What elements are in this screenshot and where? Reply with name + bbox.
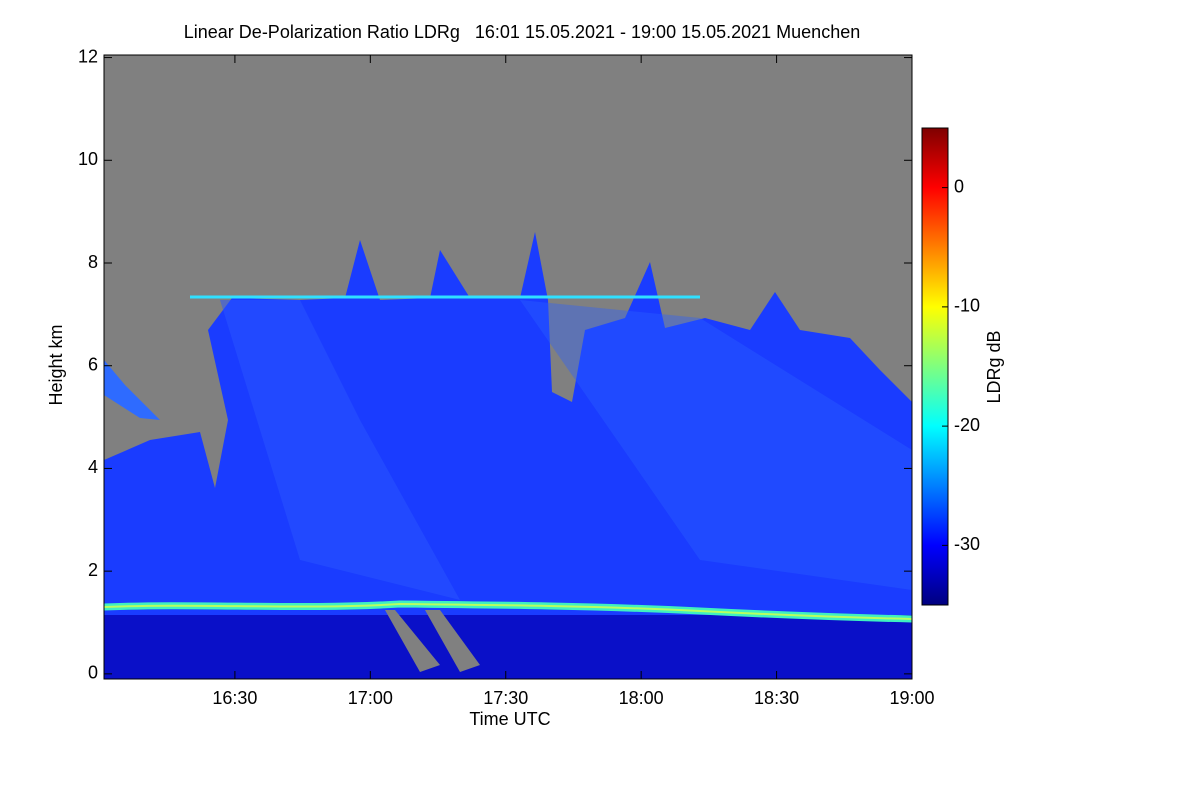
colorbar-label: LDRg dB xyxy=(984,330,1004,403)
y-tick-label: 10 xyxy=(78,149,98,169)
x-tick-label: 17:30 xyxy=(483,688,528,708)
cloud-streak xyxy=(220,300,460,600)
y-tick-label: 8 xyxy=(88,252,98,272)
colorbar-tick-label: 0 xyxy=(954,176,964,196)
x-tick-label: 18:00 xyxy=(619,688,664,708)
colorbar-tick-label: -10 xyxy=(954,296,980,316)
low-layer xyxy=(104,615,912,679)
y-tick-label: 2 xyxy=(88,560,98,580)
y-tick-label: 4 xyxy=(88,457,98,477)
y-axis-label: Height km xyxy=(46,324,66,405)
y-tick-label: 6 xyxy=(88,354,98,374)
cloud-region xyxy=(104,360,160,420)
chart-title: Linear De-Polarization Ratio LDRg 16:01 … xyxy=(184,22,860,42)
x-tick-label: 19:00 xyxy=(889,688,934,708)
colorbar xyxy=(921,127,949,606)
missing-data xyxy=(385,610,440,672)
missing-data xyxy=(425,610,480,672)
y-tick-label: 0 xyxy=(88,663,98,683)
x-axis-label: Time UTC xyxy=(469,709,550,729)
colorbar-tick-label: -20 xyxy=(954,415,980,435)
plot-frame xyxy=(103,54,913,680)
heatmap xyxy=(104,55,912,679)
cloud-streak xyxy=(520,300,912,590)
x-tick-label: 18:30 xyxy=(754,688,799,708)
y-tick-label: 12 xyxy=(78,46,98,66)
x-tick-label: 17:00 xyxy=(348,688,393,708)
colorbar-tick-label: -30 xyxy=(954,534,980,554)
bright-band xyxy=(104,602,912,620)
x-tick-label: 16:30 xyxy=(212,688,257,708)
